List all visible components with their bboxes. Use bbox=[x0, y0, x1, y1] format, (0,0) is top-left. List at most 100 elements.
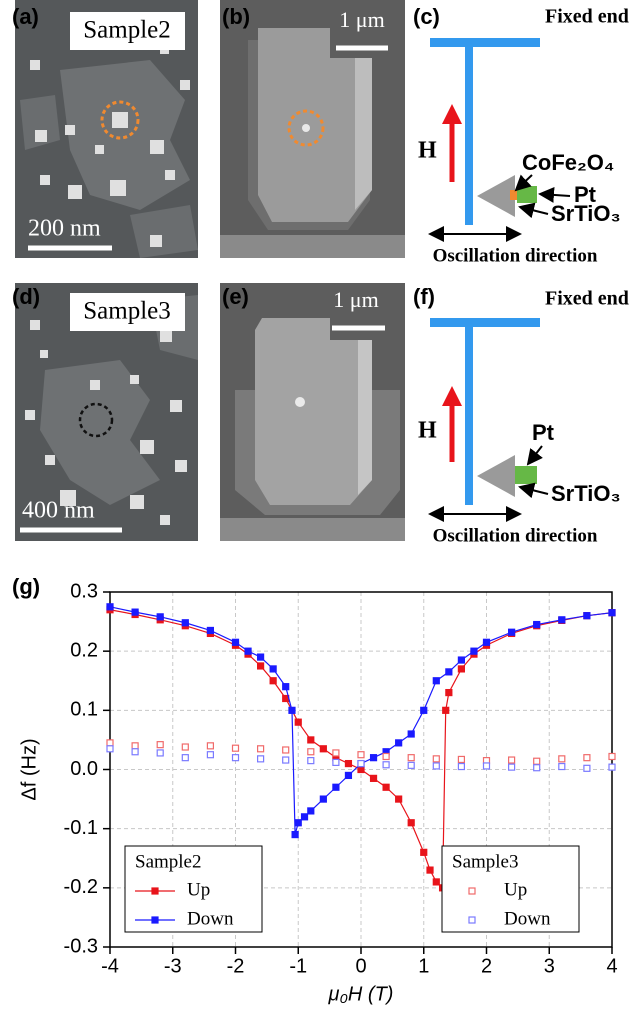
x-tick-label: -3 bbox=[164, 955, 182, 977]
data-point bbox=[270, 678, 276, 684]
data-point bbox=[559, 764, 565, 770]
data-point bbox=[446, 690, 452, 696]
legend-marker bbox=[469, 888, 475, 894]
data-point bbox=[320, 746, 326, 752]
scale-bar-label: 400 nm bbox=[22, 498, 95, 524]
figure: (a) Sample2 200 nm (b) 1 μm (c) Fixed en… bbox=[0, 0, 636, 1009]
data-point bbox=[371, 775, 377, 781]
scale-bar-label: 1 μm bbox=[339, 7, 384, 32]
data-point bbox=[408, 762, 414, 768]
data-point bbox=[295, 719, 301, 725]
x-tick-label: 3 bbox=[544, 955, 555, 977]
data-point bbox=[408, 820, 414, 826]
sample-label: Sample2 bbox=[83, 17, 171, 44]
layer-label: SrTiO₃ bbox=[551, 481, 621, 506]
panel-label: (d) bbox=[12, 284, 40, 309]
legend-label: Down bbox=[187, 908, 234, 929]
data-point bbox=[258, 663, 264, 669]
data-point bbox=[559, 617, 565, 623]
data-point bbox=[509, 757, 515, 763]
fixed-end-label: Fixed end bbox=[545, 288, 629, 310]
y-tick-label: 0.0 bbox=[70, 758, 98, 780]
layer-label: CoFe₂O₄ bbox=[522, 150, 614, 175]
data-point bbox=[383, 784, 389, 790]
x-tick-label: 0 bbox=[355, 955, 366, 977]
data-point bbox=[345, 761, 351, 767]
data-point bbox=[182, 755, 188, 761]
data-point bbox=[207, 743, 213, 749]
data-point bbox=[283, 684, 289, 690]
data-point bbox=[458, 756, 464, 762]
data-point bbox=[302, 814, 308, 820]
cantilever-diagram-c bbox=[430, 38, 570, 234]
data-point bbox=[308, 808, 314, 814]
data-point bbox=[458, 666, 464, 672]
data-point bbox=[333, 784, 339, 790]
data-point bbox=[157, 614, 163, 620]
legend: Sample2 Up Down bbox=[125, 846, 262, 932]
data-point bbox=[433, 763, 439, 769]
legend-title: Sample2 bbox=[135, 851, 202, 872]
data-point bbox=[484, 763, 490, 769]
panel-label: (e) bbox=[222, 284, 249, 309]
data-point bbox=[320, 796, 326, 802]
legend-marker bbox=[152, 917, 158, 923]
data-point bbox=[584, 613, 590, 619]
data-point bbox=[233, 755, 239, 761]
x-axis-label: μ₀H (T) bbox=[328, 983, 394, 1005]
data-point bbox=[371, 755, 377, 761]
data-point bbox=[408, 755, 414, 761]
data-point bbox=[107, 746, 113, 752]
legend-label: Down bbox=[504, 908, 551, 929]
data-point bbox=[421, 849, 427, 855]
layer-label: SrTiO₃ bbox=[551, 201, 621, 226]
data-point bbox=[458, 764, 464, 770]
panel-label: (a) bbox=[12, 4, 39, 29]
data-point bbox=[433, 879, 439, 885]
cantilever-diagram-f bbox=[430, 318, 548, 514]
panel-label: (b) bbox=[222, 4, 250, 29]
data-point bbox=[308, 737, 314, 743]
data-point bbox=[427, 867, 433, 873]
layer-label: Pt bbox=[532, 420, 555, 445]
data-point bbox=[245, 648, 251, 654]
field-label: H bbox=[418, 138, 437, 164]
data-point bbox=[258, 746, 264, 752]
data-point bbox=[182, 620, 188, 626]
legend-label: Up bbox=[504, 879, 527, 900]
field-label: H bbox=[418, 418, 437, 444]
data-point bbox=[182, 744, 188, 750]
panel-label: (g) bbox=[12, 574, 40, 599]
fixed-end-label: Fixed end bbox=[545, 6, 629, 28]
data-point bbox=[421, 707, 427, 713]
data-point bbox=[408, 731, 414, 737]
oscillation-label: Oscillation direction bbox=[433, 245, 598, 266]
legend-label: Up bbox=[187, 879, 210, 900]
data-point bbox=[258, 756, 264, 762]
data-point bbox=[107, 740, 113, 746]
panel-label: (f) bbox=[413, 284, 435, 309]
y-tick-label: -0.1 bbox=[64, 817, 98, 839]
data-point bbox=[132, 743, 138, 749]
legend-marker bbox=[152, 888, 158, 894]
sem-image-b bbox=[220, 0, 405, 258]
data-point bbox=[270, 666, 276, 672]
data-point bbox=[283, 747, 289, 753]
y-tick-label: 0.1 bbox=[70, 699, 98, 721]
y-tick-label: -0.3 bbox=[64, 935, 98, 957]
data-point bbox=[258, 654, 264, 660]
data-point bbox=[308, 758, 314, 764]
data-point bbox=[233, 639, 239, 645]
data-point bbox=[333, 750, 339, 756]
scale-bar-label: 1 μm bbox=[333, 287, 378, 312]
data-point bbox=[157, 750, 163, 756]
data-point bbox=[509, 764, 515, 770]
data-point bbox=[358, 752, 364, 758]
data-point bbox=[433, 678, 439, 684]
x-tick-label: -1 bbox=[289, 955, 307, 977]
data-point bbox=[289, 707, 295, 713]
x-tick-label: -4 bbox=[101, 955, 119, 977]
data-point bbox=[534, 765, 540, 771]
panel-label: (c) bbox=[413, 4, 440, 29]
data-point bbox=[132, 609, 138, 615]
